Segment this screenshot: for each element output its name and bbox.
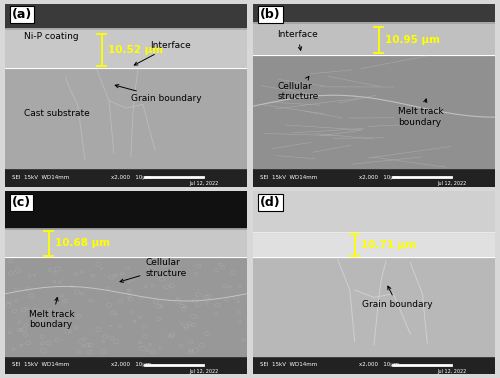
Text: Jul 12, 2022: Jul 12, 2022: [437, 181, 466, 186]
Bar: [5, 4, 247, 28]
Text: (d): (d): [260, 196, 281, 209]
Bar: [5, 356, 247, 374]
Text: (b): (b): [260, 8, 281, 21]
Bar: [5, 68, 247, 169]
Text: x2,000   10μm: x2,000 10μm: [360, 362, 400, 367]
Text: 10.52 μm: 10.52 μm: [108, 45, 163, 55]
Text: SEI  15kV  WD14mm: SEI 15kV WD14mm: [260, 175, 318, 180]
Bar: [253, 191, 495, 232]
Text: 10.95 μm: 10.95 μm: [385, 35, 440, 45]
Bar: [5, 191, 247, 228]
Text: Melt track
boundary: Melt track boundary: [29, 297, 75, 329]
Text: Grain boundary: Grain boundary: [362, 286, 432, 309]
Text: x2,000   10μm: x2,000 10μm: [112, 175, 152, 180]
Bar: [253, 257, 495, 356]
Bar: [253, 356, 495, 374]
Text: Cast substrate: Cast substrate: [24, 109, 90, 118]
Text: Jul 12, 2022: Jul 12, 2022: [437, 369, 466, 374]
Text: Interface: Interface: [277, 30, 318, 50]
Text: x2,000   10μm: x2,000 10μm: [112, 362, 152, 367]
Text: Jul 12, 2022: Jul 12, 2022: [189, 181, 218, 186]
Bar: [5, 169, 247, 187]
Text: SEI  15kV  WD14mm: SEI 15kV WD14mm: [12, 362, 70, 367]
Text: x2,000   10μm: x2,000 10μm: [360, 175, 400, 180]
Text: Melt track
boundary: Melt track boundary: [398, 99, 444, 127]
Bar: [5, 228, 247, 257]
Bar: [5, 28, 247, 68]
Text: SEI  15kV  WD14mm: SEI 15kV WD14mm: [260, 362, 318, 367]
Bar: [253, 169, 495, 187]
Text: 10.68 μm: 10.68 μm: [54, 238, 110, 248]
Bar: [253, 232, 495, 257]
Text: Jul 12, 2022: Jul 12, 2022: [189, 369, 218, 374]
Text: Grain boundary: Grain boundary: [115, 85, 202, 104]
Bar: [253, 55, 495, 169]
Text: SEI  15kV  WD14mm: SEI 15kV WD14mm: [12, 175, 70, 180]
Text: Ni-P coating: Ni-P coating: [24, 32, 79, 41]
Bar: [5, 257, 247, 356]
Bar: [253, 22, 495, 55]
Bar: [253, 4, 495, 22]
Text: (a): (a): [12, 8, 32, 21]
Text: Interface: Interface: [134, 41, 191, 65]
Text: Cellular
structure: Cellular structure: [277, 76, 318, 101]
Text: Cellular
structure: Cellular structure: [120, 259, 186, 282]
Text: 10.71 μm: 10.71 μm: [360, 240, 416, 250]
Text: (c): (c): [12, 196, 32, 209]
